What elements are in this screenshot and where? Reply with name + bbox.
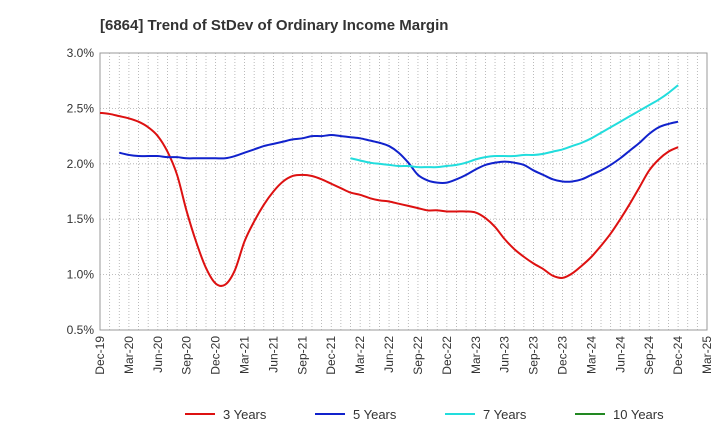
series-line-5-years <box>119 120 679 184</box>
y-tick-label: 1.0% <box>67 268 95 282</box>
x-tick-label: Sep-22 <box>411 336 425 375</box>
y-tick-label: 3.0% <box>67 46 95 60</box>
legend-label-7-years: 7 Years <box>483 407 527 422</box>
x-tick-label: Jun-21 <box>266 336 280 373</box>
x-tick-label: Mar-25 <box>700 336 714 374</box>
x-tick-label: Jun-23 <box>498 336 512 373</box>
series-line-3-years <box>99 111 679 287</box>
legend: 3 Years 5 Years 7 Years 10 Years <box>185 407 664 422</box>
x-tick-label: Mar-24 <box>584 336 598 374</box>
x-tick-label: Mar-22 <box>353 336 367 374</box>
x-tick-label: Jun-22 <box>382 336 396 373</box>
series-line-7-years <box>350 84 679 169</box>
y-tick-label: 2.5% <box>67 101 95 115</box>
x-tick-label: Dec-21 <box>324 336 338 375</box>
x-tick-label: Sep-24 <box>642 336 656 375</box>
x-tick-label: Sep-21 <box>295 336 309 375</box>
x-tick-label: Mar-21 <box>238 336 252 374</box>
legend-label-10-years: 10 Years <box>613 407 664 422</box>
plot-area: 0.5% 1.0% 1.5% 2.0% 2.5% 3.0% Dec-19 Mar-20 Jun-… <box>67 46 714 375</box>
x-tick-label: Dec-24 <box>671 336 685 375</box>
x-tick-label: Jun-24 <box>613 336 627 373</box>
x-tick-label: Mar-20 <box>122 336 136 374</box>
y-tick-label: 0.5% <box>67 323 95 337</box>
legend-label-3-years: 3 Years <box>223 407 267 422</box>
x-tick-label: Dec-22 <box>440 336 454 375</box>
plot-frame <box>99 52 708 331</box>
y-tick-label: 2.0% <box>67 157 95 171</box>
legend-label-5-years: 5 Years <box>353 407 397 422</box>
x-tick-label: Dec-23 <box>555 336 569 375</box>
y-tick-label: 1.5% <box>67 212 95 226</box>
chart-title: [6864] Trend of StDev of Ordinary Income… <box>100 17 448 34</box>
x-tick-label: Sep-20 <box>180 336 194 375</box>
x-tick-label: Dec-20 <box>209 336 223 375</box>
x-tick-label: Mar-23 <box>469 336 483 374</box>
x-tick-label: Sep-23 <box>527 336 541 375</box>
x-tick-label: Jun-20 <box>151 336 165 373</box>
x-tick-label: Dec-19 <box>93 336 107 375</box>
